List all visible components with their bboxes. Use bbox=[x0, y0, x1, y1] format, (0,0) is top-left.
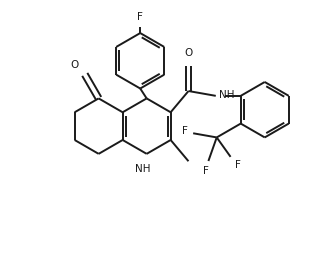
Text: NH: NH bbox=[135, 164, 150, 174]
Text: NH: NH bbox=[219, 90, 234, 100]
Text: F: F bbox=[182, 126, 188, 136]
Text: O: O bbox=[71, 60, 79, 70]
Text: F: F bbox=[235, 160, 240, 170]
Text: O: O bbox=[184, 48, 192, 58]
Text: F: F bbox=[137, 12, 143, 22]
Text: F: F bbox=[203, 166, 209, 176]
